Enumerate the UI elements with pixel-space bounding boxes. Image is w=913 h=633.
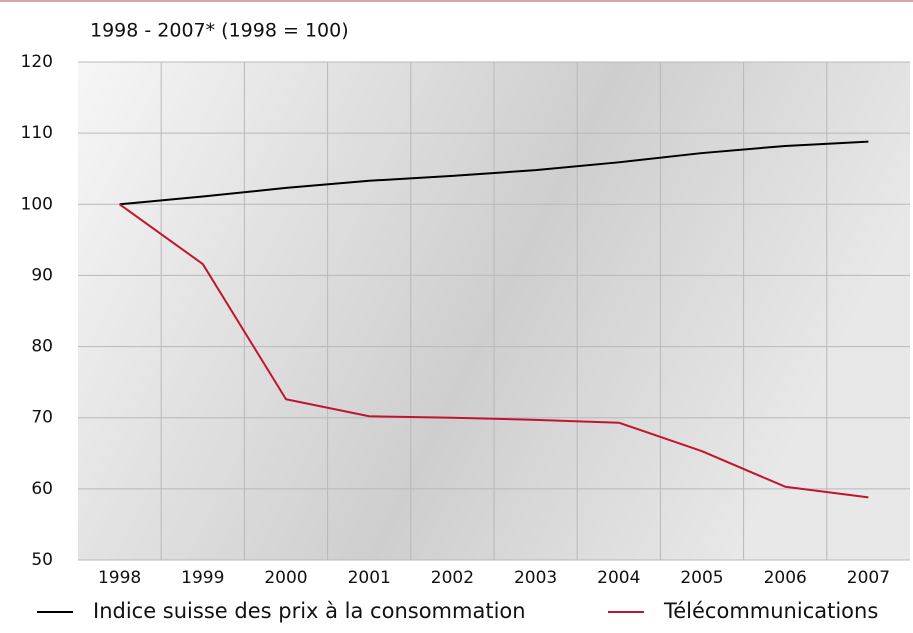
x-tick-label: 2006: [764, 568, 807, 588]
series-line: [119, 203, 869, 499]
x-tick-label: 2005: [680, 568, 723, 588]
y-tick-label: 70: [31, 408, 53, 428]
y-tick-label: 50: [31, 550, 53, 570]
y-tick-label: 90: [31, 265, 53, 285]
series-line: [119, 140, 869, 206]
x-tick-label: 1998: [98, 568, 141, 588]
chart-title: 1998 - 2007* (1998 = 100): [90, 20, 349, 42]
legend-label: Télécommunications: [663, 599, 878, 623]
x-tick-label: 2000: [264, 568, 307, 588]
x-tick-label: 2004: [597, 568, 640, 588]
y-tick-label: 100: [21, 194, 53, 214]
x-tick-label: 2007: [847, 568, 890, 588]
x-tick-label: 2003: [514, 568, 557, 588]
x-tick-label: 1999: [181, 568, 224, 588]
y-tick-label: 110: [21, 123, 53, 143]
legend-label: Indice suisse des prix à la consommation: [93, 599, 526, 623]
y-tick-label: 80: [31, 337, 53, 357]
x-tick-label: 2001: [348, 568, 391, 588]
y-tick-label: 120: [21, 52, 53, 72]
top-rule: [0, 0, 913, 2]
y-tick-label: 60: [31, 479, 53, 499]
x-tick-label: 2002: [431, 568, 474, 588]
